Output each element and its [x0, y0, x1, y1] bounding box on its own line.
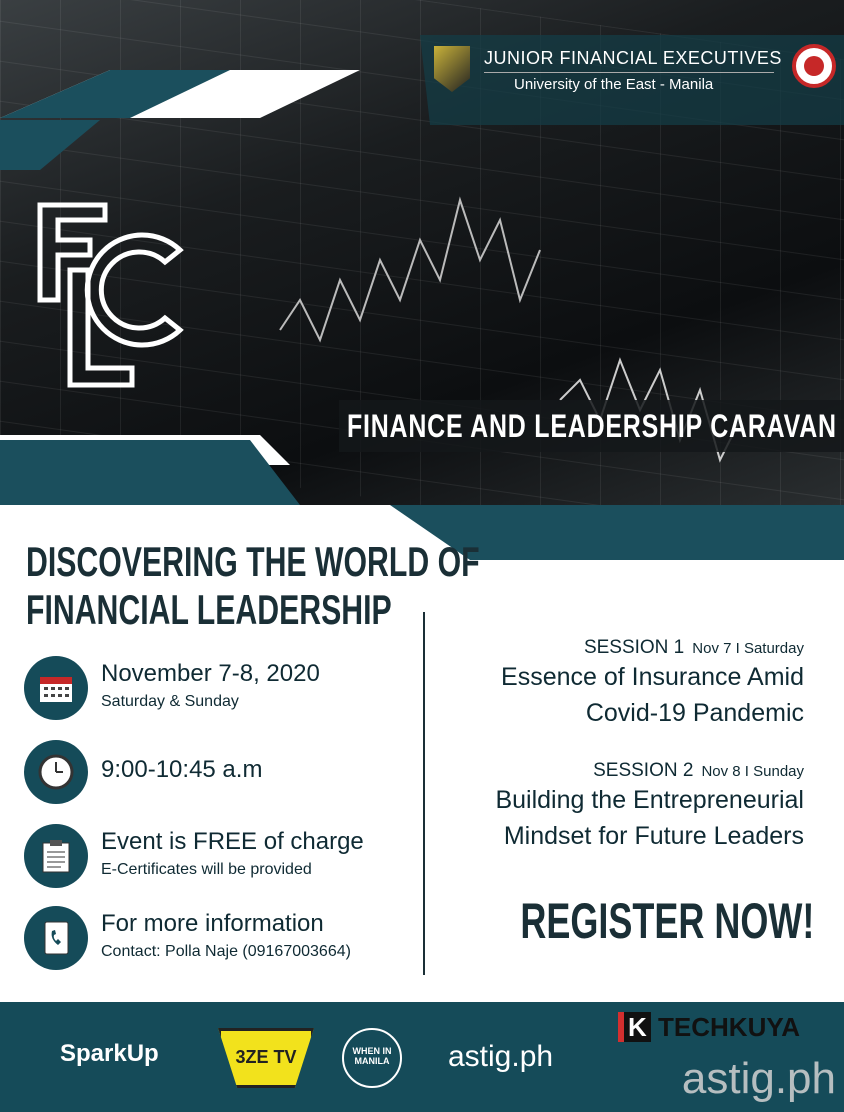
- session-2: SESSION 2 Nov 8 I Sunday Building the Ent…: [495, 760, 804, 850]
- hero-image: JUNIOR FINANCIAL EXECUTIVES University o…: [0, 0, 844, 505]
- sponsor-techkuya: K TECHKUYA: [618, 1012, 800, 1042]
- flc-logo: [37, 202, 184, 388]
- info-time: 9:00-10:45 a.m: [24, 740, 414, 806]
- info-fee: Event is FREE of charge E-Certificates wi…: [24, 824, 414, 890]
- clock-icon: [24, 740, 88, 804]
- info-date: November 7-8, 2020 Saturday & Sunday: [24, 656, 414, 722]
- register-now-cta[interactable]: REGISTER NOW!: [520, 893, 814, 949]
- calendar-icon: [24, 656, 88, 720]
- sponsor-3ze-tv: 3ZE TV: [218, 1028, 314, 1088]
- phone-book-icon: [24, 906, 88, 970]
- ue-seal-logo: [792, 44, 836, 88]
- university-name: University of the East - Manila: [514, 76, 714, 93]
- page-title: DISCOVERING THE WORLD OF FINANCIAL LEADER…: [26, 538, 480, 633]
- org-name: JUNIOR FINANCIAL EXECUTIVES: [484, 48, 782, 68]
- session-1: SESSION 1 Nov 7 I Saturday Essence of Ins…: [501, 637, 804, 727]
- sponsor-when-in-manila: WHEN IN MANILA: [342, 1028, 402, 1088]
- event-banner: FINANCE AND LEADERSHIP CARAVAN: [339, 400, 844, 452]
- info-contact: For more information Contact: Polla Naje …: [24, 906, 414, 972]
- contact-phone: Contact: Polla Naje (09167003664): [101, 943, 351, 960]
- sponsor-footer: SparkUp 3ZE TV WHEN IN MANILA astig.ph K…: [0, 1002, 844, 1112]
- divider: [423, 612, 425, 975]
- watermark: astig.ph: [681, 1054, 836, 1103]
- teal-diagonal: [390, 505, 844, 560]
- clipboard-icon: [24, 824, 88, 888]
- decorative-shapes: [0, 35, 844, 505]
- sponsor-astig-ph: astig.ph: [448, 1040, 554, 1073]
- sponsor-sparkup: SparkUp: [60, 1040, 159, 1067]
